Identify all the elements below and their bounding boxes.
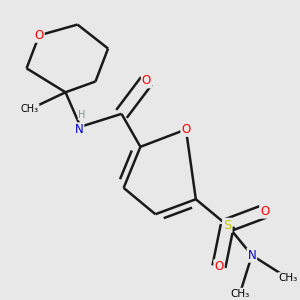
Text: CH₃: CH₃ [278,273,298,283]
Text: O: O [260,205,269,218]
Text: S: S [223,219,232,232]
Text: O: O [214,260,224,273]
Text: N: N [248,249,256,262]
Text: O: O [34,29,44,42]
Text: O: O [181,123,190,136]
Text: H: H [78,110,86,120]
Text: CH₃: CH₃ [20,104,39,114]
Text: CH₃: CH₃ [230,289,250,298]
Text: N: N [75,123,83,136]
Text: O: O [142,74,151,87]
